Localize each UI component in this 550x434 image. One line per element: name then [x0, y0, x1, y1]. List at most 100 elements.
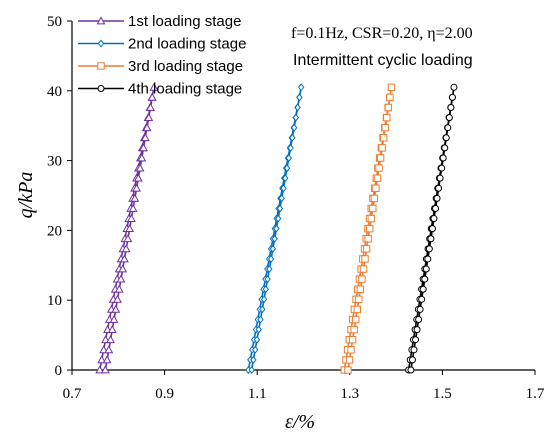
data-point [269, 244, 277, 253]
x-tick-label: 1.7 [526, 386, 545, 402]
data-point [146, 102, 155, 111]
data-point [267, 254, 275, 263]
data-point [350, 325, 358, 334]
plot-area [71, 21, 535, 371]
data-point [285, 153, 293, 162]
data-point [369, 204, 377, 213]
data-point [367, 214, 375, 223]
x-tick-label: 0.9 [155, 386, 174, 402]
data-point [348, 336, 357, 344]
data-point [407, 366, 415, 374]
legend-label: 4th loading stage [128, 81, 242, 98]
data-point [109, 314, 119, 323]
data-point [264, 275, 271, 284]
legend: 1st loading stage 2nd loading stage 3rd lo… [78, 13, 246, 98]
data-point [438, 164, 446, 172]
data-point [428, 225, 436, 233]
data-point [436, 174, 444, 182]
data-point [144, 112, 154, 121]
data-point [422, 265, 430, 273]
data-point [119, 254, 129, 263]
y-tick-label: 10 [47, 293, 62, 309]
data-point [107, 324, 117, 333]
data-point [257, 315, 264, 324]
x-tick-label: 1.3 [340, 386, 359, 402]
axis-ticks: 0.7 0.9 1.1 1.3 1.5 1.7 0 10 20 30 40 50 [47, 14, 545, 402]
legend-item: 2nd loading stage [78, 36, 246, 53]
data-point [111, 304, 121, 313]
data-point [121, 244, 131, 253]
data-point [271, 234, 278, 243]
data-point [387, 83, 396, 92]
data-point [383, 113, 391, 122]
x-tick-label: 1.1 [248, 386, 267, 402]
data-point [418, 295, 426, 303]
data-point [408, 356, 416, 364]
annotation-loading-type: Intermittent cyclic loading [293, 52, 473, 69]
data-point [250, 355, 257, 364]
data-point [294, 103, 301, 112]
data-point [352, 315, 360, 324]
data-point [262, 285, 269, 294]
data-point [441, 144, 449, 152]
y-tick-label: 50 [47, 14, 62, 30]
y-tick-label: 40 [47, 84, 62, 100]
data-point [126, 213, 136, 222]
data-point [412, 336, 420, 344]
data-point [251, 345, 259, 354]
data-point [274, 214, 282, 223]
data-point [123, 234, 133, 243]
series-1 [95, 82, 159, 374]
data-point [140, 133, 150, 142]
data-point [372, 184, 380, 192]
annotation-test-conditions: f=0.1Hz, CSR=0.20, η=2.00 [291, 25, 473, 42]
data-point [287, 143, 294, 152]
data-point [266, 265, 273, 274]
data-point [297, 83, 305, 92]
data-point [116, 274, 126, 283]
data-point [439, 154, 447, 162]
x-tick-label: 0.7 [63, 386, 82, 402]
data-point [361, 255, 369, 263]
data-point [442, 134, 450, 142]
data-point [355, 295, 363, 304]
series-3 [340, 83, 396, 374]
data-point [384, 103, 393, 112]
data-point [356, 285, 365, 293]
data-point [375, 164, 383, 172]
x-axis-title: ε/% [285, 411, 315, 433]
data-point [100, 365, 110, 374]
data-point [448, 93, 456, 101]
data-point [255, 325, 262, 334]
data-point [102, 355, 112, 364]
data-point [430, 215, 438, 223]
data-point [280, 184, 287, 193]
y-tick-label: 30 [47, 154, 62, 170]
data-point [137, 153, 147, 162]
data-point [432, 204, 440, 212]
data-point [282, 174, 289, 183]
data-point [292, 113, 300, 122]
data-point [415, 316, 423, 324]
legend-label: 3rd loading stage [128, 58, 243, 75]
data-point [345, 356, 354, 364]
data-point [347, 346, 355, 354]
data-point [416, 305, 424, 313]
data-point [260, 295, 268, 304]
data-point [421, 275, 429, 283]
data-point [296, 93, 303, 102]
data-point [447, 104, 455, 112]
data-point [433, 194, 441, 202]
data-point [276, 204, 284, 213]
data-point [353, 305, 361, 314]
legend-marker [97, 85, 105, 92]
data-point [99, 345, 109, 354]
data-point [289, 133, 296, 142]
legend-label: 1st loading stage [128, 13, 241, 30]
data-point [419, 285, 427, 293]
data-point [435, 184, 443, 192]
data-point [104, 345, 114, 354]
y-tick-label: 20 [47, 223, 62, 239]
data-point [118, 264, 128, 273]
